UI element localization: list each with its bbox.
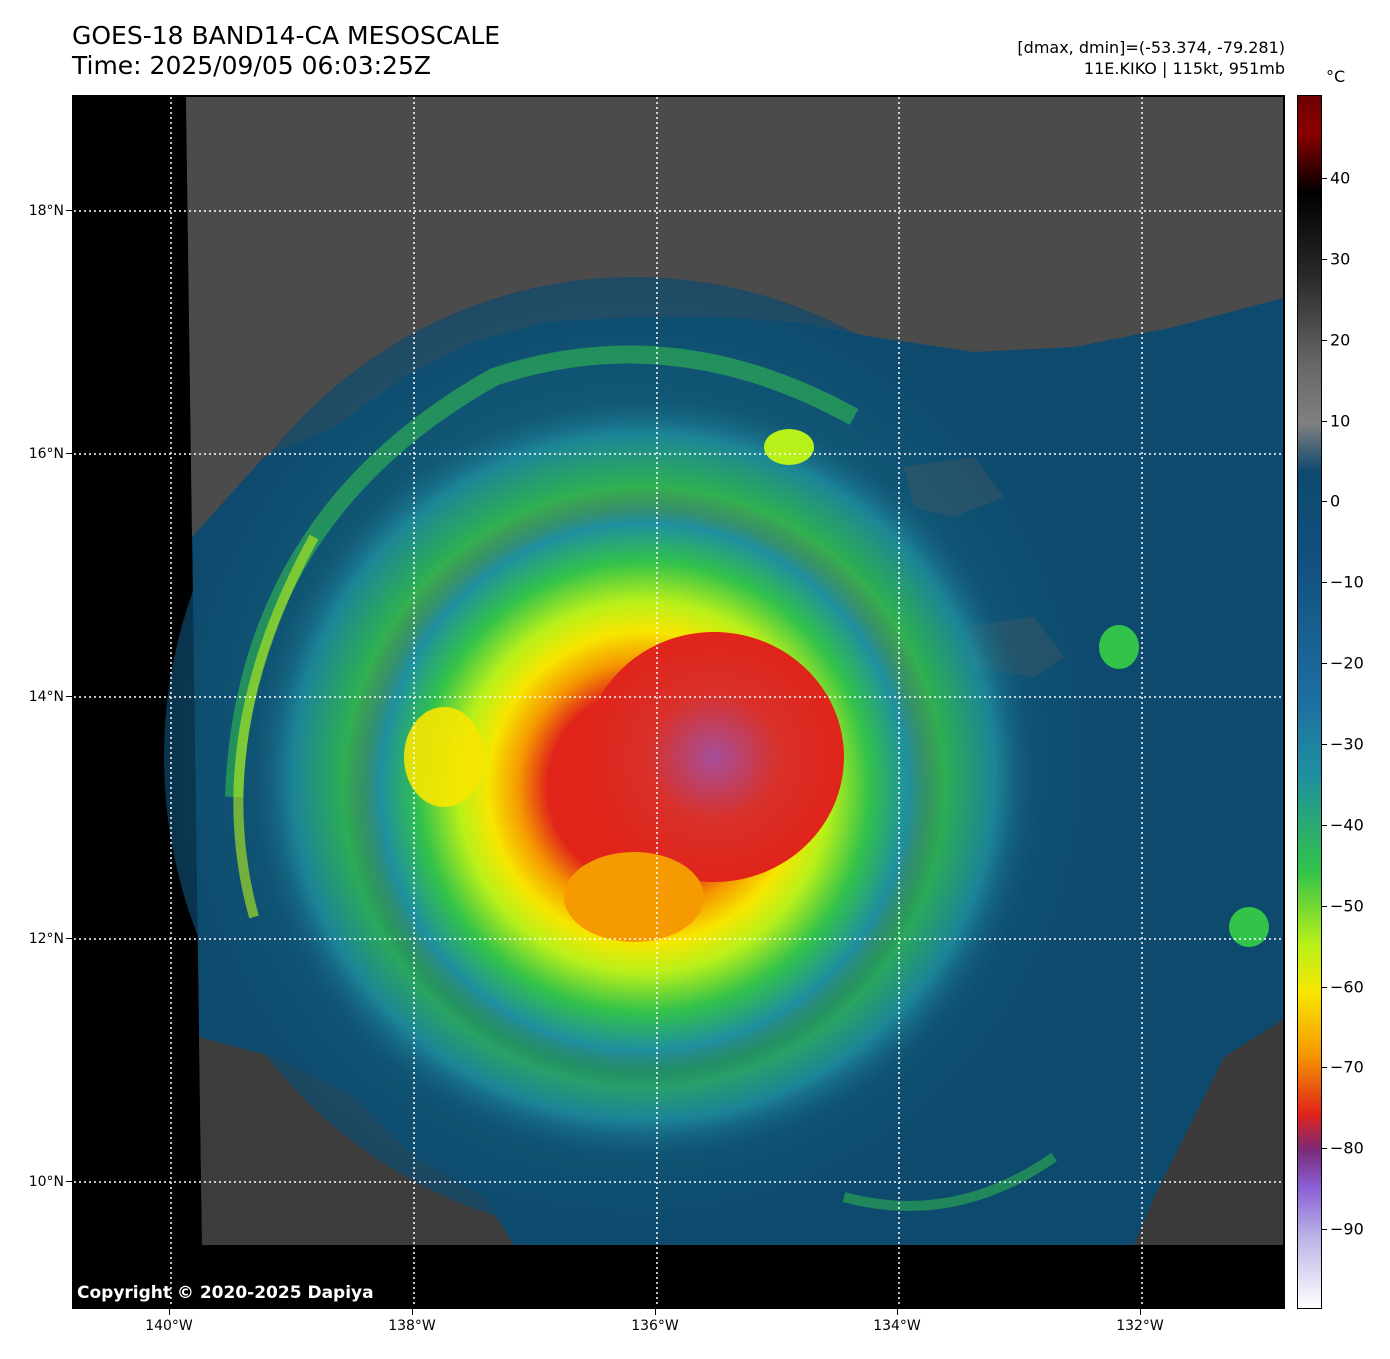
colorbar-label: −40 <box>1330 815 1364 835</box>
colorbar-label: −90 <box>1330 1219 1364 1239</box>
colorbar-tick <box>1322 1148 1327 1150</box>
title-line-1: GOES-18 BAND14-CA MESOSCALE <box>72 21 501 50</box>
lon-label-138w: 138°W <box>388 1318 436 1334</box>
colorbar-label: −50 <box>1330 896 1364 916</box>
colorbar-tick <box>1322 986 1327 988</box>
colorbar-label: 10 <box>1330 411 1351 431</box>
colorbar-tick <box>1322 824 1327 826</box>
colorbar-tick <box>1322 582 1327 584</box>
colorbar-label: −10 <box>1330 572 1364 592</box>
colorbar-label: 30 <box>1330 249 1351 269</box>
colorbar-label: −30 <box>1330 734 1364 754</box>
colorbar-label: 40 <box>1330 168 1351 188</box>
colorbar-label: 0 <box>1330 491 1341 511</box>
lat-label-12n: 12°N <box>28 931 64 947</box>
lat-label-14n: 14°N <box>28 689 64 705</box>
colorbar-tick <box>1322 1229 1327 1231</box>
data-range-text: [dmax, dmin]=(-53.374, -79.281) <box>1017 38 1285 57</box>
lat-tick <box>66 696 72 697</box>
lat-tick <box>66 1181 72 1182</box>
satellite-map <box>72 95 1285 1309</box>
colorbar-tick <box>1322 663 1327 665</box>
lon-tick <box>655 1309 656 1315</box>
title-line-2: Time: 2025/09/05 06:03:25Z <box>72 51 431 80</box>
storm-info-text: 11E.KIKO | 115kt, 951mb <box>1083 59 1285 78</box>
lon-label-132w: 132°W <box>1116 1318 1164 1334</box>
lat-label-16n: 16°N <box>28 446 64 462</box>
lat-tick <box>66 210 72 211</box>
lon-tick <box>412 1309 413 1315</box>
colorbar-tick <box>1322 743 1327 745</box>
lat-tick <box>66 453 72 454</box>
colorbar-label: 20 <box>1330 330 1351 350</box>
colorbar-tick <box>1322 1067 1327 1069</box>
colorbar-tick <box>1322 178 1327 179</box>
lon-label-134w: 134°W <box>873 1318 921 1334</box>
lat-tick <box>66 938 72 939</box>
colorbar-tick <box>1322 339 1327 341</box>
lon-label-140w: 140°W <box>145 1318 193 1334</box>
colorbar-label: −20 <box>1330 653 1364 673</box>
copyright-text: Copyright © 2020-2025 Dapiya <box>77 1283 374 1303</box>
lon-tick <box>1140 1309 1141 1315</box>
colorbar-unit: °C <box>1326 67 1346 86</box>
colorbar-label: −70 <box>1330 1057 1364 1077</box>
colorbar-label: −60 <box>1330 977 1364 996</box>
lon-tick <box>897 1309 898 1315</box>
colorbar-tick <box>1322 420 1327 422</box>
colorbar-tick <box>1322 501 1327 503</box>
colorbar-tick <box>1322 905 1327 907</box>
lat-label-18n: 18°N <box>28 203 64 219</box>
satellite-imagery <box>74 97 1283 1307</box>
temperature-colorbar <box>1297 95 1322 1309</box>
colorbar-label: −80 <box>1330 1138 1364 1158</box>
lon-label-136w: 136°W <box>631 1318 679 1334</box>
colorbar-tick <box>1322 258 1327 260</box>
lon-tick <box>169 1309 170 1315</box>
lat-label-10n: 10°N <box>28 1174 64 1190</box>
